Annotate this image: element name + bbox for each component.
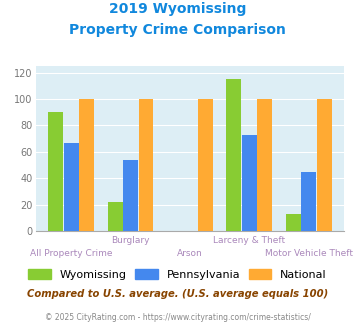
Text: Property Crime Comparison: Property Crime Comparison	[69, 23, 286, 37]
Text: Compared to U.S. average. (U.S. average equals 100): Compared to U.S. average. (U.S. average …	[27, 289, 328, 299]
Text: Motor Vehicle Theft: Motor Vehicle Theft	[265, 249, 353, 258]
Text: Burglary: Burglary	[111, 236, 150, 245]
Bar	[257, 99, 272, 231]
Bar	[286, 214, 301, 231]
Bar	[108, 202, 122, 231]
Bar	[198, 99, 213, 231]
Text: 2019 Wyomissing: 2019 Wyomissing	[109, 2, 246, 16]
Text: Arson: Arson	[177, 249, 203, 258]
Bar	[48, 112, 63, 231]
Text: Larceny & Theft: Larceny & Theft	[213, 236, 285, 245]
Bar	[138, 99, 153, 231]
Bar	[242, 135, 257, 231]
Bar	[301, 172, 316, 231]
Bar	[317, 99, 332, 231]
Bar	[123, 160, 138, 231]
Text: © 2025 CityRating.com - https://www.cityrating.com/crime-statistics/: © 2025 CityRating.com - https://www.city…	[45, 313, 310, 322]
Bar	[64, 143, 78, 231]
Bar	[226, 79, 241, 231]
Legend: Wyomissing, Pennsylvania, National: Wyomissing, Pennsylvania, National	[24, 265, 331, 284]
Bar	[79, 99, 94, 231]
Text: All Property Crime: All Property Crime	[30, 249, 113, 258]
